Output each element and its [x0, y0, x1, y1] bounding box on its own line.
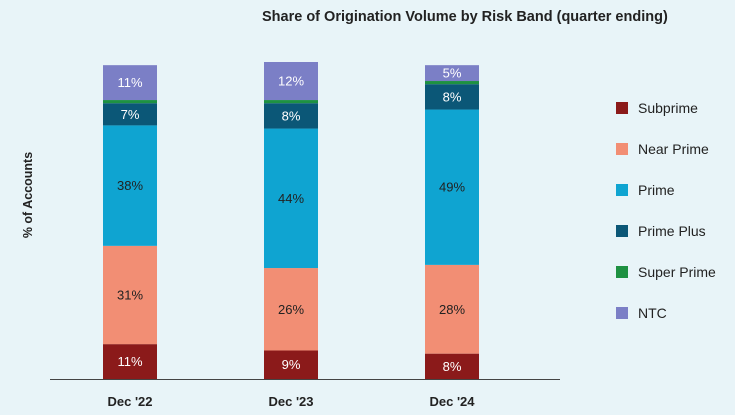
legend-swatch — [616, 266, 628, 278]
bar-segment-super-prime-1 — [103, 100, 157, 104]
legend-label: Prime — [638, 182, 675, 198]
bar-segment-prime-2 — [264, 128, 318, 269]
data-label: 38% — [117, 178, 143, 193]
bar-segment-subprime-3 — [425, 353, 479, 379]
legend-swatch — [616, 307, 628, 319]
bar-segment-prime-plus-1 — [103, 103, 157, 126]
legend-swatch — [616, 143, 628, 155]
legend-item-prime: Prime — [616, 182, 716, 223]
legend-label: Prime Plus — [638, 223, 706, 239]
bar-segment-ntc-3 — [425, 65, 479, 82]
bar-segment-prime-1 — [103, 125, 157, 246]
legend-item-subprime: Subprime — [616, 100, 716, 141]
data-label: 44% — [278, 191, 304, 206]
bar-segment-prime-plus-3 — [425, 84, 479, 110]
data-label: 28% — [439, 302, 465, 317]
bar-segment-subprime-2 — [264, 350, 318, 379]
bar-segment-subprime-1 — [103, 344, 157, 379]
chart-title: Share of Origination Volume by Risk Band… — [262, 9, 668, 25]
x-tick-label: Dec '23 — [268, 394, 313, 409]
bar-segment-ntc-1 — [103, 65, 157, 101]
data-label: 9% — [282, 357, 301, 372]
data-label: 8% — [282, 108, 301, 123]
data-label: 12% — [278, 74, 304, 89]
bar-segment-super-prime-3 — [425, 81, 479, 85]
bar-segment-ntc-2 — [264, 62, 318, 101]
legend-swatch — [616, 184, 628, 196]
data-label: 7% — [121, 107, 140, 122]
legend: Subprime Near Prime Prime Prime Plus Super P… — [616, 100, 716, 346]
bar-segment-prime-3 — [425, 109, 479, 265]
bar-segment-near-prime-2 — [264, 268, 318, 351]
data-label: 8% — [443, 359, 462, 374]
legend-label: NTC — [638, 305, 667, 321]
data-label: 11% — [117, 75, 142, 90]
bar-segment-near-prime-3 — [425, 264, 479, 354]
legend-item-near-prime: Near Prime — [616, 141, 716, 182]
legend-item-super-prime: Super Prime — [616, 264, 716, 305]
legend-swatch — [616, 102, 628, 114]
bar-segment-super-prime-2 — [264, 100, 318, 104]
data-label: 26% — [278, 302, 304, 317]
data-label: 5% — [443, 66, 462, 81]
data-label: 49% — [439, 180, 465, 195]
x-tick-label: Dec '22 — [107, 394, 152, 409]
legend-label: Subprime — [638, 100, 698, 116]
legend-label: Near Prime — [638, 141, 709, 157]
x-tick-label: Dec '24 — [429, 394, 475, 409]
data-label: 8% — [443, 89, 462, 104]
legend-swatch — [616, 225, 628, 237]
data-label: 31% — [117, 287, 143, 302]
bar-segment-prime-plus-2 — [264, 103, 318, 129]
legend-label: Super Prime — [638, 264, 716, 280]
data-label: 11% — [117, 354, 142, 369]
legend-item-prime-plus: Prime Plus — [616, 223, 716, 264]
bar-segment-near-prime-1 — [103, 245, 157, 345]
legend-item-ntc: NTC — [616, 305, 716, 346]
